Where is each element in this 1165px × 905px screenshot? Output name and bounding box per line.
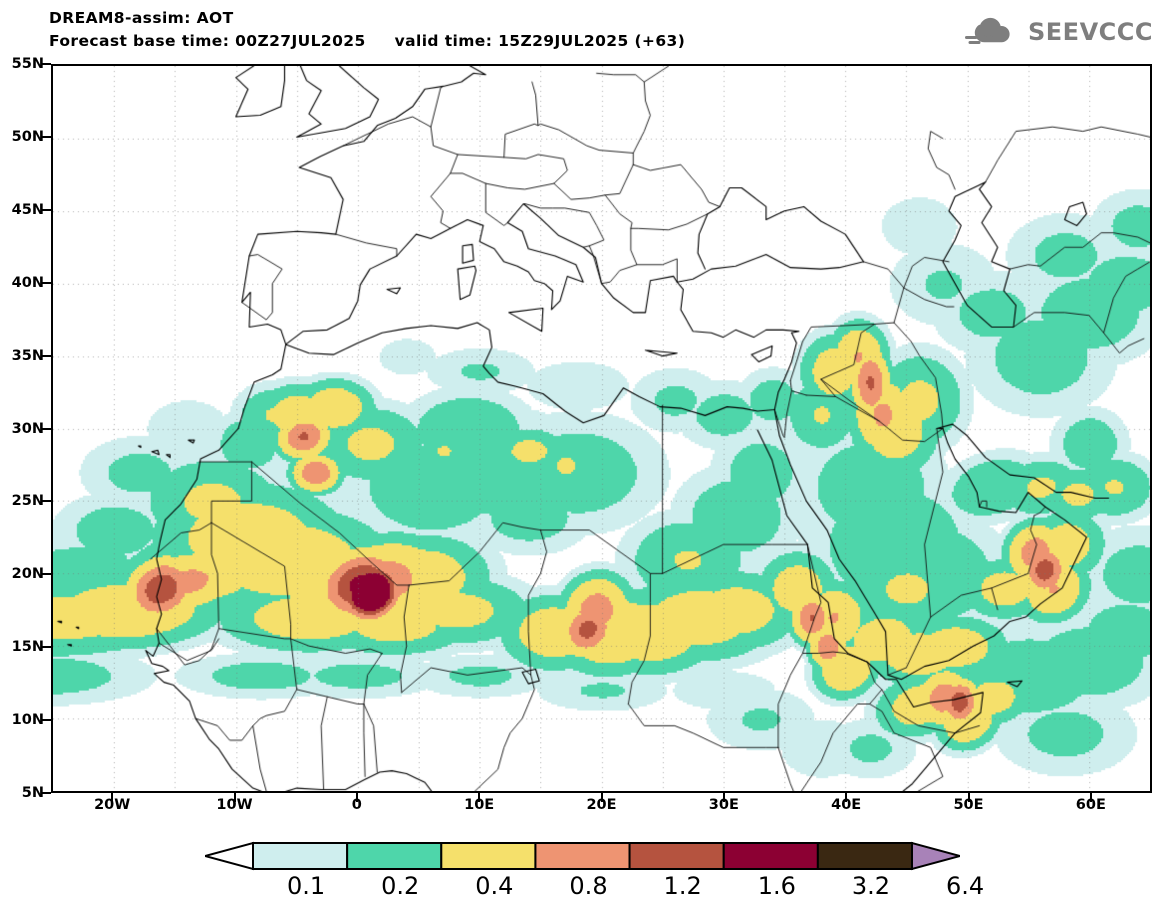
x-axis-tick-mark [233, 793, 236, 802]
colorbar-tick-label: 1.6 [757, 872, 796, 900]
y-axis-tick-mark [42, 573, 51, 576]
x-axis-tick-label: 40E [831, 797, 862, 813]
x-axis-tick-label: 30E [708, 797, 739, 813]
colorbar-tick-label: 6.4 [945, 872, 985, 900]
x-axis-tick-mark [600, 793, 603, 802]
y-axis-tick-mark [42, 500, 51, 503]
y-axis-tick-label: 5N [21, 785, 44, 801]
y-axis-tick-label: 15N [11, 639, 44, 656]
y-axis-tick-mark [42, 792, 51, 794]
y-axis-tick-mark [42, 135, 51, 138]
seevccc-logo: SEEVCCC [963, 14, 1153, 50]
colorbar-band [628, 842, 725, 870]
y-axis-tick-label: 55N [11, 56, 44, 72]
colorbar-tick-label: 1.2 [663, 872, 702, 900]
colorbar-swatches [205, 841, 960, 871]
colorbar [205, 841, 960, 871]
x-axis-tick-mark [355, 793, 358, 802]
header: DREAM8-assim: AOT Forecast base time: 00… [0, 0, 1165, 62]
y-axis-tick-mark [42, 427, 51, 430]
colorbar-under-arrow [205, 841, 254, 871]
colorbar-tick-label: 0.8 [569, 872, 608, 900]
x-axis-tick-mark [111, 793, 114, 802]
logo-text: SEEVCCC [1028, 18, 1153, 46]
colorbar-band [534, 842, 631, 870]
colorbar-tick-label: 0.2 [381, 872, 420, 900]
y-axis-tick-label: 45N [11, 201, 44, 218]
colorbar-band [722, 842, 819, 870]
x-axis-tick-mark [967, 793, 970, 802]
y-axis-tick-label: 40N [11, 274, 44, 291]
forecast-time-line: Forecast base time: 00Z27JUL2025 valid t… [49, 32, 686, 50]
aot-heatmap-canvas [53, 66, 1150, 791]
colorbar-tick-label: 0.1 [286, 872, 326, 900]
page-title: DREAM8-assim: AOT [49, 9, 234, 27]
colorbar-tick-label: 3.2 [851, 872, 891, 900]
colorbar-band [816, 842, 913, 870]
colorbar-over-arrow [911, 841, 960, 871]
x-axis-tick-label: 60E [1075, 797, 1106, 813]
y-axis-tick-mark [42, 281, 51, 284]
colorbar-tick-label: 0.4 [475, 872, 514, 900]
x-axis-tick-mark [478, 793, 481, 802]
x-axis-tick-label: 20W [94, 797, 131, 813]
x-axis-tick-label: 0 [351, 797, 362, 813]
y-axis-tick-label: 50N [11, 128, 44, 145]
title-block: DREAM8-assim: AOT Forecast base time: 00… [49, 7, 685, 53]
y-axis-tick-mark [42, 719, 51, 722]
colorbar-band [346, 842, 443, 870]
x-axis-tick-label: 10E [464, 797, 495, 813]
y-axis-tick-label: 30N [11, 420, 44, 437]
x-axis-tick-mark [1089, 793, 1092, 802]
y-axis-tick-mark [42, 646, 51, 649]
y-axis-tick-label: 35N [11, 347, 44, 364]
colorbar-band [252, 842, 349, 870]
x-axis-tick-label: 20E [586, 797, 617, 813]
map-plot-area [51, 64, 1152, 793]
cloud-icon [965, 17, 1010, 44]
x-axis-tick-mark [722, 793, 725, 802]
y-axis-tick-mark [42, 354, 51, 357]
x-axis-tick-mark [845, 793, 848, 802]
x-axis-tick-label: 10W [216, 797, 253, 813]
x-axis-tick-label: 50E [953, 797, 984, 813]
y-axis-tick-mark [42, 63, 51, 65]
y-axis-tick-label: 25N [11, 493, 44, 510]
y-axis-tick-label: 20N [11, 566, 44, 583]
colorbar-band [440, 842, 537, 870]
y-axis-tick-label: 10N [11, 712, 44, 729]
y-axis-tick-mark [42, 208, 51, 211]
